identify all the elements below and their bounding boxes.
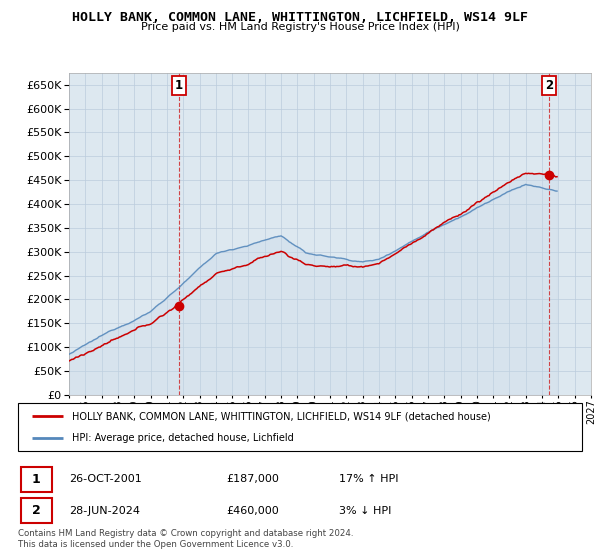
Text: Price paid vs. HM Land Registry's House Price Index (HPI): Price paid vs. HM Land Registry's House … [140, 22, 460, 32]
Text: 2: 2 [32, 504, 41, 517]
FancyBboxPatch shape [18, 403, 582, 451]
Text: £460,000: £460,000 [227, 506, 280, 516]
Text: HPI: Average price, detached house, Lichfield: HPI: Average price, detached house, Lich… [71, 433, 293, 443]
Text: 17% ↑ HPI: 17% ↑ HPI [340, 474, 399, 484]
Text: 1: 1 [175, 80, 183, 92]
Text: 1: 1 [32, 473, 41, 486]
FancyBboxPatch shape [21, 467, 52, 492]
Text: 26-OCT-2001: 26-OCT-2001 [69, 474, 142, 484]
Text: 2: 2 [545, 80, 553, 92]
Text: HOLLY BANK, COMMON LANE, WHITTINGTON, LICHFIELD, WS14 9LF (detached house): HOLLY BANK, COMMON LANE, WHITTINGTON, LI… [71, 411, 490, 421]
Text: HOLLY BANK, COMMON LANE, WHITTINGTON, LICHFIELD, WS14 9LF: HOLLY BANK, COMMON LANE, WHITTINGTON, LI… [72, 11, 528, 24]
Text: Contains HM Land Registry data © Crown copyright and database right 2024.
This d: Contains HM Land Registry data © Crown c… [18, 529, 353, 549]
FancyBboxPatch shape [21, 498, 52, 523]
Text: £187,000: £187,000 [227, 474, 280, 484]
Text: 28-JUN-2024: 28-JUN-2024 [69, 506, 140, 516]
Text: 3% ↓ HPI: 3% ↓ HPI [340, 506, 392, 516]
